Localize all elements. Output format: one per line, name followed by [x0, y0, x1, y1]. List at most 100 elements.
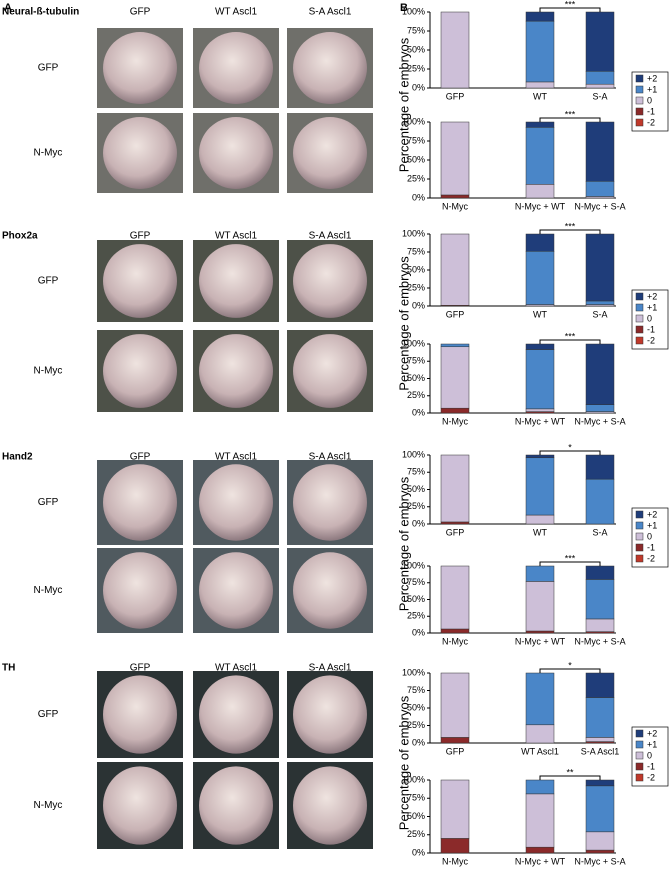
- bar-segment: [585, 579, 615, 620]
- y-tick-label: 100%: [402, 774, 425, 784]
- bar-segment: [585, 71, 615, 85]
- section-title: Neural-ß-tubulin: [2, 7, 79, 18]
- bar-segment: [525, 514, 555, 525]
- bar-segment: [440, 11, 470, 89]
- x-tick-label: N-Myc + S-A: [574, 416, 625, 426]
- legend-swatch: [635, 325, 644, 334]
- bar-segment: [525, 121, 555, 128]
- legend-label: +2: [647, 73, 657, 83]
- legend-label: 0: [647, 531, 652, 541]
- embryo: [199, 766, 273, 845]
- embryo: [293, 334, 367, 408]
- x-tick-label: N-Myc + S-A: [574, 636, 625, 646]
- bar-segment: [525, 457, 555, 516]
- bar-segment: [525, 349, 555, 410]
- legend-swatch: [635, 118, 644, 127]
- bar-segment: [585, 454, 615, 480]
- legend-label: +2: [647, 291, 657, 301]
- bar-segment: [525, 454, 555, 459]
- bar-segment: [585, 785, 615, 833]
- bar-segment: [585, 478, 615, 525]
- bar-segment: [440, 407, 470, 414]
- y-tick-label: 0%: [412, 627, 425, 637]
- embryo: [199, 244, 273, 318]
- row-label: GFP: [38, 63, 59, 74]
- bar-segment: [525, 20, 555, 83]
- bar-segment: [525, 11, 555, 22]
- embryo: [103, 552, 177, 629]
- significance-label: ***: [565, 331, 576, 341]
- row-label: GFP: [38, 497, 59, 508]
- y-tick-label: 100%: [402, 449, 425, 459]
- significance-bracket: [539, 339, 601, 344]
- y-tick-label: 50%: [407, 594, 425, 604]
- x-tick-label: GFP: [446, 746, 465, 756]
- legend-label: +2: [647, 509, 657, 519]
- x-tick-label: WT Ascl1: [521, 746, 559, 756]
- bar-segment: [585, 300, 615, 305]
- bar-segment: [440, 346, 470, 409]
- legend-label: +2: [647, 728, 657, 738]
- significance-label: ***: [565, 0, 576, 9]
- column-header: GFP: [130, 452, 151, 463]
- row-label: GFP: [38, 276, 59, 287]
- bar-segment: [440, 737, 470, 744]
- bar-segment: [525, 408, 555, 412]
- bar-segment: [525, 724, 555, 744]
- bar-segment: [585, 121, 615, 182]
- bar-segment: [525, 779, 555, 795]
- column-header: GFP: [130, 231, 151, 242]
- section-title: TH: [2, 663, 15, 674]
- row-label: N-Myc: [34, 148, 63, 159]
- legend-swatch: [635, 336, 644, 345]
- row-label: GFP: [38, 709, 59, 720]
- bar-segment: [440, 233, 470, 306]
- embryo: [199, 117, 273, 189]
- y-axis-label: Percentage of embryos: [396, 476, 411, 611]
- y-tick-label: 75%: [407, 467, 425, 477]
- bar-segment: [585, 343, 615, 405]
- significance-label: ***: [565, 221, 576, 231]
- y-tick-label: 0%: [412, 192, 425, 202]
- column-header: WT Ascl1: [215, 231, 257, 242]
- embryo: [103, 244, 177, 318]
- bar-segment: [525, 581, 555, 632]
- column-header: S-A Ascl1: [309, 7, 352, 18]
- embryo: [103, 675, 177, 754]
- y-axis-label: Percentage of embryos: [396, 37, 411, 172]
- bar-segment: [585, 404, 615, 412]
- x-tick-label: GFP: [446, 527, 465, 537]
- legend-label: -1: [647, 761, 655, 771]
- legend-swatch: [635, 762, 644, 771]
- x-tick-label: N-Myc: [442, 201, 468, 211]
- bar-segment: [525, 793, 555, 848]
- y-tick-label: 25%: [407, 390, 425, 400]
- significance-bracket: [539, 229, 601, 234]
- legend-label: +1: [647, 84, 657, 94]
- bar-segment: [525, 233, 555, 252]
- bar-segment: [525, 127, 555, 185]
- bar-segment: [525, 630, 555, 634]
- x-tick-label: N-Myc: [442, 416, 468, 426]
- y-tick-label: 25%: [407, 63, 425, 73]
- y-tick-label: 100%: [402, 228, 425, 238]
- y-tick-label: 75%: [407, 25, 425, 35]
- legend-swatch: [635, 554, 644, 563]
- bar-segment: [585, 831, 615, 851]
- y-tick-label: 50%: [407, 154, 425, 164]
- embryo: [199, 334, 273, 408]
- x-tick-label: WT: [533, 91, 547, 101]
- embryo: [293, 675, 367, 754]
- bar-segment: [440, 194, 470, 199]
- legend-label: -1: [647, 542, 655, 552]
- bar-segment: [440, 672, 470, 738]
- embryo: [293, 117, 367, 189]
- x-tick-label: WT: [533, 309, 547, 319]
- y-tick-label: 25%: [407, 501, 425, 511]
- legend-label: 0: [647, 313, 652, 323]
- legend-swatch: [635, 303, 644, 312]
- row-label: N-Myc: [34, 585, 63, 596]
- x-tick-label: S-A: [592, 527, 607, 537]
- embryo: [103, 766, 177, 845]
- bar-segment: [585, 672, 615, 698]
